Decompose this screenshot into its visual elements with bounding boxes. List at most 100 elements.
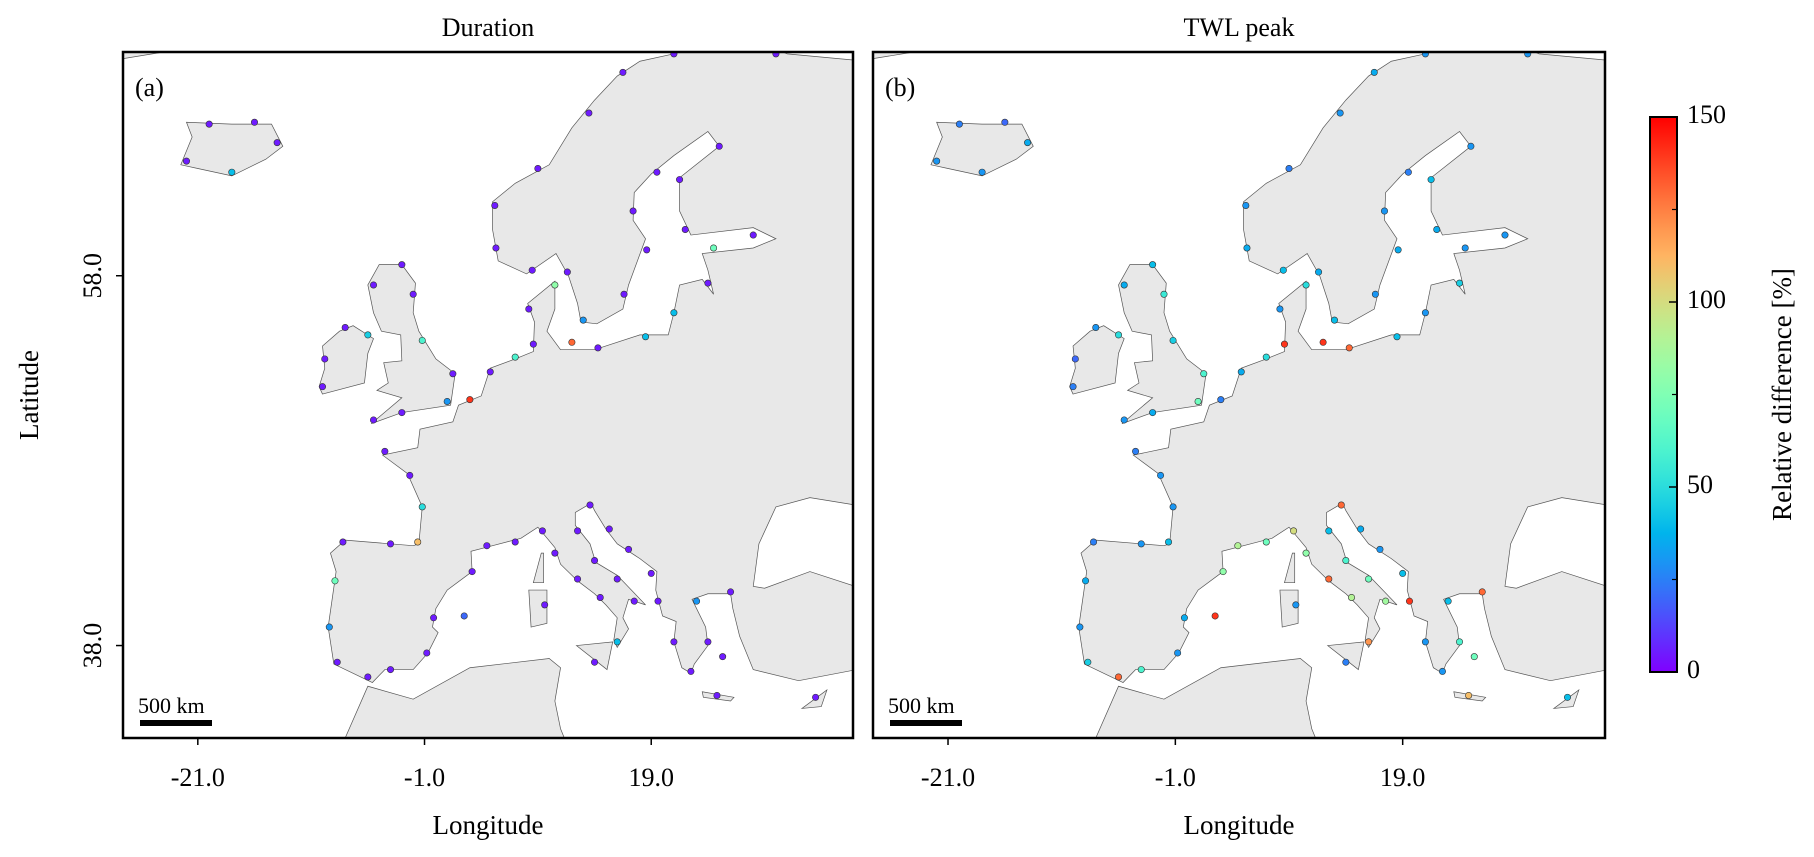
station-point bbox=[364, 673, 372, 681]
station-point bbox=[491, 201, 499, 209]
colorbar-label: Relative difference [%] bbox=[1767, 268, 1797, 521]
station-point bbox=[1001, 118, 1009, 126]
station-point bbox=[1399, 569, 1407, 577]
axes-frame bbox=[871, 50, 1607, 740]
station-point bbox=[492, 244, 500, 252]
station-point bbox=[325, 623, 333, 631]
station-point bbox=[1315, 268, 1323, 276]
station-point bbox=[1345, 344, 1353, 352]
station-point bbox=[1120, 416, 1128, 424]
station-point bbox=[205, 120, 213, 128]
station-point bbox=[443, 397, 451, 405]
station-point bbox=[630, 597, 638, 605]
station-point bbox=[534, 164, 542, 172]
station-point bbox=[704, 638, 712, 646]
map bbox=[873, 36, 1605, 738]
station-point bbox=[483, 542, 491, 550]
station-point bbox=[182, 157, 190, 165]
station-point bbox=[1174, 649, 1182, 657]
station-point bbox=[1132, 447, 1140, 455]
land bbox=[873, 52, 917, 60]
station-point bbox=[1382, 597, 1390, 605]
station-point bbox=[1405, 597, 1413, 605]
station-point bbox=[370, 416, 378, 424]
station-point bbox=[387, 666, 395, 674]
station-point bbox=[423, 649, 431, 657]
station-point bbox=[1461, 244, 1469, 252]
station-point bbox=[228, 168, 236, 176]
station-point bbox=[1336, 109, 1344, 117]
station-point bbox=[1421, 52, 1429, 58]
station-point bbox=[625, 545, 633, 553]
station-point bbox=[574, 527, 582, 535]
station-point bbox=[654, 597, 662, 605]
station-point bbox=[525, 305, 533, 313]
station-point bbox=[647, 569, 655, 577]
station-point bbox=[727, 588, 735, 596]
station-point bbox=[670, 638, 678, 646]
station-point bbox=[1342, 556, 1350, 564]
station-point bbox=[812, 693, 820, 701]
station-point bbox=[594, 344, 602, 352]
station-point bbox=[528, 266, 536, 274]
station-point bbox=[381, 447, 389, 455]
land bbox=[1326, 641, 1365, 671]
station-point bbox=[1524, 52, 1532, 58]
station-point bbox=[1169, 503, 1177, 511]
map bbox=[123, 52, 853, 738]
station-point bbox=[1290, 527, 1298, 535]
station-point bbox=[1365, 638, 1373, 646]
land bbox=[1284, 552, 1296, 584]
station-point bbox=[620, 290, 628, 298]
station-point bbox=[551, 281, 559, 289]
station-point bbox=[772, 52, 780, 58]
station-point bbox=[538, 527, 546, 535]
station-point bbox=[1563, 693, 1571, 701]
station-point bbox=[1479, 36, 1485, 42]
station-point bbox=[1180, 614, 1188, 622]
station-point bbox=[1024, 139, 1032, 147]
station-point bbox=[933, 157, 941, 165]
station-point bbox=[1376, 545, 1384, 553]
land bbox=[180, 121, 284, 177]
station-point bbox=[1069, 383, 1077, 391]
station-point bbox=[1365, 575, 1373, 583]
station-point bbox=[1092, 324, 1100, 332]
land bbox=[1279, 589, 1299, 628]
station-point bbox=[409, 290, 417, 298]
y-tick-label: 58.0 bbox=[78, 253, 107, 299]
station-point bbox=[250, 118, 258, 126]
scale-bar-label: 500 km bbox=[888, 693, 955, 718]
station-point bbox=[693, 597, 701, 605]
station-point bbox=[1319, 338, 1327, 346]
station-point bbox=[1090, 538, 1098, 546]
station-point bbox=[1370, 68, 1378, 76]
station-point bbox=[713, 691, 721, 699]
sea bbox=[1504, 497, 1605, 589]
scale-bar-label: 500 km bbox=[138, 693, 205, 718]
station-point bbox=[653, 168, 661, 176]
x-axis-label: Longitude bbox=[433, 810, 544, 840]
station-point bbox=[1302, 281, 1310, 289]
station-point bbox=[1137, 540, 1145, 548]
station-point bbox=[749, 231, 757, 239]
station-point bbox=[1357, 525, 1365, 533]
station-point bbox=[676, 176, 684, 184]
station-point bbox=[1149, 261, 1157, 269]
station-point bbox=[643, 246, 651, 254]
station-point bbox=[1394, 246, 1402, 254]
station-point bbox=[574, 575, 582, 583]
station-point bbox=[1470, 653, 1478, 661]
station-point bbox=[1456, 638, 1464, 646]
station-point bbox=[579, 316, 587, 324]
panel-label: (b) bbox=[885, 73, 915, 102]
colorbar-tick-label: 50 bbox=[1687, 470, 1713, 499]
station-point bbox=[406, 471, 414, 479]
station-point bbox=[1421, 309, 1429, 317]
station-point bbox=[1478, 588, 1486, 596]
station-point bbox=[1325, 527, 1333, 535]
station-point bbox=[1433, 226, 1441, 234]
station-point bbox=[1337, 501, 1345, 509]
x-axis-label: Longitude bbox=[1184, 810, 1295, 840]
station-point bbox=[619, 68, 627, 76]
